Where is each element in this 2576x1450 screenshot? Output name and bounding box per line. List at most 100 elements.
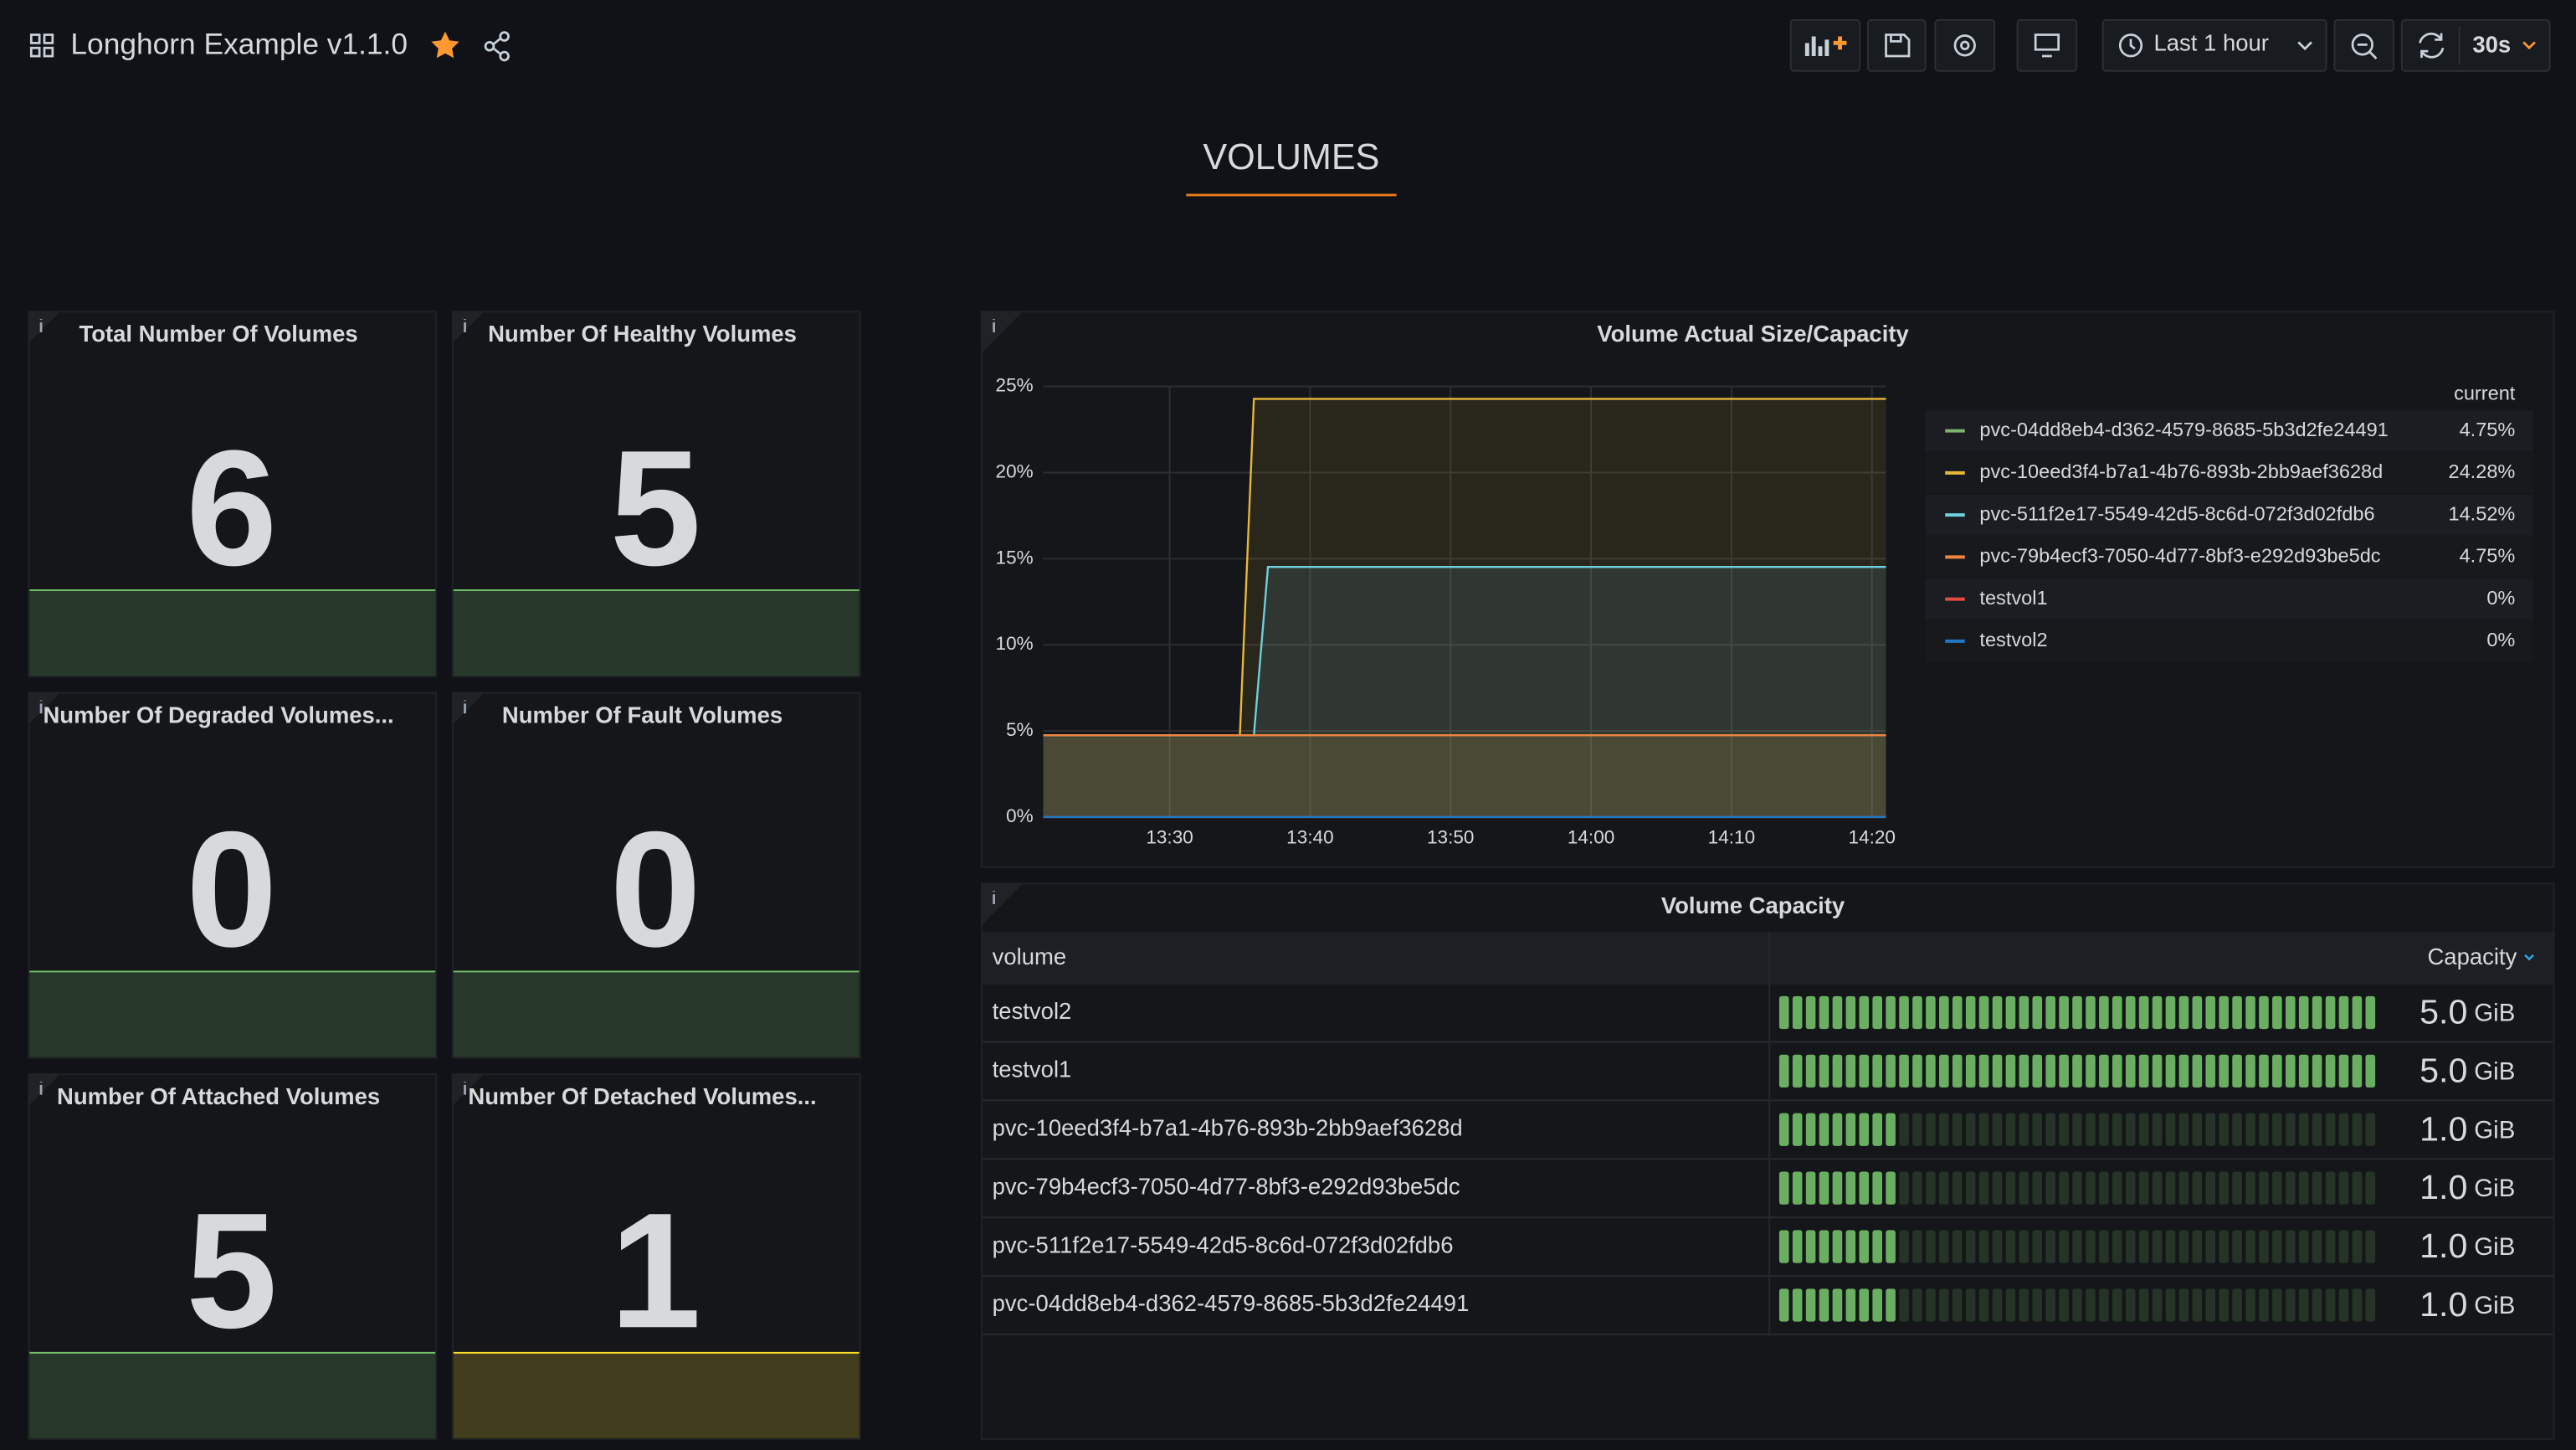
gauge-segment — [1966, 996, 1976, 1029]
stat-value: 0 — [186, 797, 277, 981]
time-picker[interactable]: Last 1 hour — [2103, 20, 2327, 71]
add-panel-button[interactable] — [1791, 20, 1860, 71]
gauge-segment — [2219, 996, 2229, 1029]
gauge-segment — [2299, 1055, 2309, 1088]
gauge-segment — [1779, 1230, 1789, 1262]
gauge-segment — [2326, 1172, 2336, 1205]
bar-gauge — [1779, 1055, 2375, 1088]
refresh-picker[interactable]: 30s — [2402, 20, 2550, 71]
gauge-segment — [2312, 1055, 2322, 1088]
gauge-segment — [2179, 1113, 2189, 1146]
gauge-segment — [1779, 996, 1789, 1029]
gauge-segment — [2205, 996, 2215, 1029]
legend-header[interactable]: current — [2454, 383, 2516, 404]
time-range[interactable]: Last 1 hour — [2154, 30, 2269, 56]
gauge-segment — [2099, 1113, 2109, 1146]
gauge-segment — [2099, 1230, 2109, 1262]
gauge-segment — [2166, 1055, 2176, 1088]
gauge-segment — [1833, 1172, 1843, 1205]
y-tick-label: 0% — [1006, 805, 1034, 826]
gauge-segment — [2112, 1230, 2122, 1262]
column-header[interactable]: volume — [993, 944, 1067, 969]
gauge-segment — [1939, 1113, 1949, 1146]
gauge-segment — [2112, 996, 2122, 1029]
gauge-segment — [2326, 1288, 2336, 1321]
gauge-segment — [1793, 1113, 1803, 1146]
gauge-segment — [1806, 1172, 1816, 1205]
gauge-segment — [1953, 1113, 1963, 1146]
capacity-unit: GiB — [2474, 1116, 2515, 1144]
gauge-segment — [2166, 1230, 2176, 1262]
capacity-unit: GiB — [2474, 1233, 2515, 1261]
gauge-segment — [1979, 1230, 1989, 1262]
column-header[interactable]: Capacity — [2427, 944, 2517, 969]
save-button[interactable] — [1868, 20, 1926, 71]
gauge-segment — [1953, 1230, 1963, 1262]
capacity-value: 1.0GiB — [2419, 1285, 2515, 1324]
gauge-segment — [1886, 1288, 1896, 1321]
gauge-segment — [1953, 1172, 1963, 1205]
gauge-segment — [1872, 1055, 1882, 1088]
gauge-segment — [1966, 1113, 1976, 1146]
gauge-segment — [1859, 1172, 1869, 1205]
gauge-segment — [2112, 1288, 2122, 1321]
gauge-segment — [1939, 996, 1949, 1029]
gauge-segment — [2059, 1055, 2069, 1088]
gauge-segment — [2353, 1230, 2363, 1262]
gauge-segment — [2193, 1113, 2203, 1146]
gauge-segment — [2259, 1055, 2269, 1088]
gauge-segment — [2072, 996, 2082, 1029]
gauge-segment — [2099, 1055, 2109, 1088]
zoom-out-button[interactable] — [2334, 20, 2394, 71]
view-mode-button[interactable] — [2018, 20, 2077, 71]
gauge-segment — [1819, 1172, 1829, 1205]
gauge-segment — [2205, 1113, 2215, 1146]
gauge-segment — [2153, 1113, 2163, 1146]
gauge-segment — [2232, 1055, 2242, 1088]
legend-current: 14.52% — [2448, 502, 2515, 524]
gauge-segment — [1979, 1055, 1989, 1088]
gauge-segment — [2045, 1055, 2055, 1088]
gauge-segment — [2366, 1230, 2376, 1262]
gauge-segment — [1953, 996, 1963, 1029]
settings-button[interactable] — [1935, 20, 1994, 71]
gauge-segment — [1819, 996, 1829, 1029]
gauge-segment — [2139, 1288, 2149, 1321]
table-header-row — [983, 932, 2553, 985]
gauge-segment — [2006, 1172, 2016, 1205]
gauge-segment — [2019, 1113, 2029, 1146]
gauge-segment — [2366, 1055, 2376, 1088]
gauge-segment — [1993, 1288, 2003, 1321]
gauge-segment — [2232, 1172, 2242, 1205]
gauge-segment — [2339, 1172, 2349, 1205]
row-title[interactable]: VOLUMES — [1203, 137, 1379, 177]
legend-current: 0% — [2486, 629, 2515, 650]
gauge-segment — [1926, 996, 1936, 1029]
capacity-number: 1.0 — [2419, 1109, 2467, 1148]
stat-title: Number Of Degraded Volumes... — [43, 702, 393, 728]
gauge-segment — [1819, 1288, 1829, 1321]
gauge-segment — [2045, 1113, 2055, 1146]
stat-value: 5 — [610, 415, 701, 599]
gauge-segment — [2205, 1055, 2215, 1088]
bar-gauge — [1779, 1230, 2375, 1262]
gauge-segment — [2353, 1113, 2363, 1146]
capacity-unit: GiB — [2474, 999, 2515, 1026]
gauge-segment — [2032, 1288, 2042, 1321]
gauge-segment — [1833, 1230, 1843, 1262]
gauge-segment — [1939, 1055, 1949, 1088]
stat-value: 6 — [186, 415, 277, 599]
gauge-segment — [2139, 1055, 2149, 1088]
dashboard-title[interactable]: Longhorn Example v1.1.0 — [70, 28, 408, 61]
gauge-segment — [1926, 1113, 1936, 1146]
gauge-segment — [1872, 1288, 1882, 1321]
gauge-segment — [2126, 1288, 2136, 1321]
gauge-segment — [2045, 1288, 2055, 1321]
refresh-interval[interactable]: 30s — [2472, 32, 2511, 58]
gauge-segment — [1793, 1288, 1803, 1321]
gauge-segment — [1926, 1288, 1936, 1321]
gauge-segment — [2312, 1230, 2322, 1262]
gauge-segment — [2166, 1288, 2176, 1321]
gauge-segment — [1899, 1113, 1909, 1146]
gauge-segment — [2072, 1230, 2082, 1262]
